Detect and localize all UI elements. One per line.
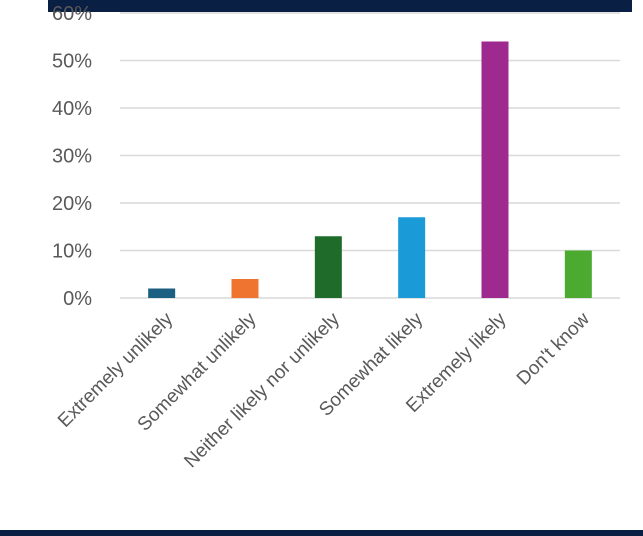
y-tick-label: 50% — [52, 51, 92, 73]
bar — [148, 289, 175, 299]
bar — [565, 251, 592, 299]
x-category-label: Don't know — [513, 308, 594, 389]
y-tick-label: 60% — [52, 3, 92, 25]
y-tick-label: 40% — [52, 98, 92, 120]
y-tick-label: 10% — [52, 241, 92, 263]
bar — [315, 236, 342, 298]
bar — [482, 42, 509, 299]
y-tick-label: 30% — [52, 146, 92, 168]
bar — [398, 217, 425, 298]
gridlines — [120, 13, 620, 298]
x-category-label: Neither likely nor unlikely — [180, 308, 344, 472]
bar — [232, 279, 259, 298]
footer-band — [0, 530, 643, 536]
bars — [148, 42, 592, 299]
y-axis-ticks: 0% 10% 20% 30% 40% 50% 60% — [52, 3, 92, 310]
y-tick-label: 20% — [52, 193, 92, 215]
y-tick-label: 0% — [63, 288, 92, 310]
